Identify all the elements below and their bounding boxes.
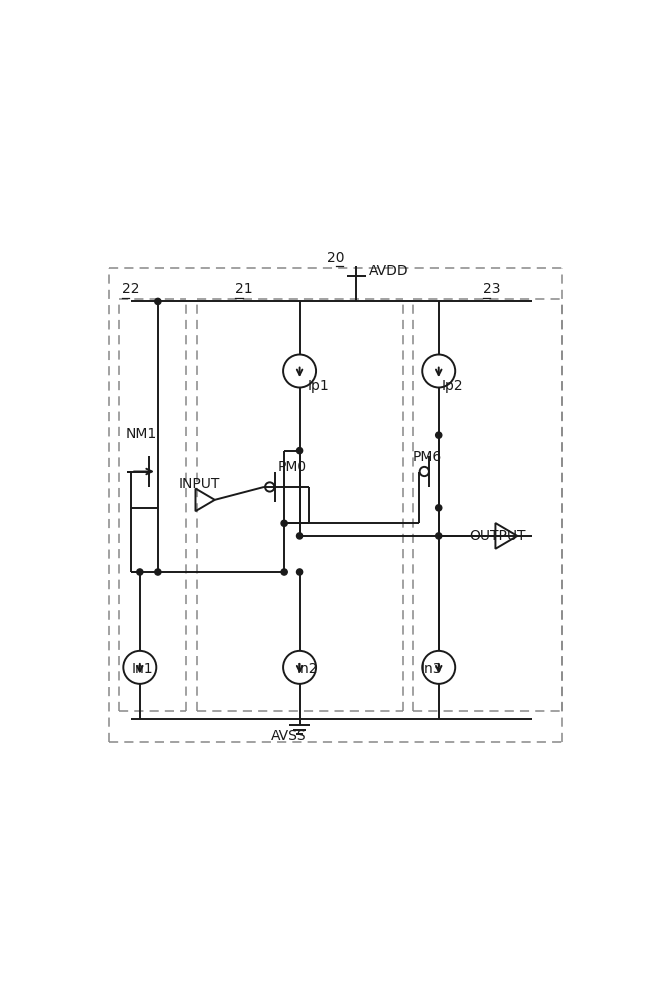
Text: 21: 21: [235, 282, 253, 296]
Text: AVDD: AVDD: [369, 264, 409, 278]
Circle shape: [297, 448, 303, 454]
Text: NM1: NM1: [126, 427, 157, 441]
Text: In2: In2: [297, 662, 319, 676]
Circle shape: [297, 533, 303, 539]
Text: OUTPUT: OUTPUT: [469, 529, 526, 543]
Text: 22: 22: [122, 282, 139, 296]
Circle shape: [281, 569, 287, 575]
Circle shape: [297, 569, 303, 575]
Text: INPUT: INPUT: [178, 477, 220, 491]
Circle shape: [436, 533, 442, 539]
Text: PM0: PM0: [278, 460, 307, 474]
Text: 23: 23: [483, 282, 500, 296]
Text: In1: In1: [132, 662, 154, 676]
Text: 20: 20: [327, 251, 344, 265]
Text: Ip1: Ip1: [307, 379, 329, 393]
Text: In3: In3: [421, 662, 442, 676]
Text: PM6: PM6: [413, 450, 442, 464]
Circle shape: [155, 298, 161, 305]
Text: AVSS: AVSS: [271, 729, 307, 743]
Circle shape: [281, 520, 287, 526]
Circle shape: [436, 505, 442, 511]
Circle shape: [155, 569, 161, 575]
Circle shape: [137, 569, 143, 575]
Circle shape: [436, 432, 442, 438]
Text: Ip2: Ip2: [442, 379, 463, 393]
